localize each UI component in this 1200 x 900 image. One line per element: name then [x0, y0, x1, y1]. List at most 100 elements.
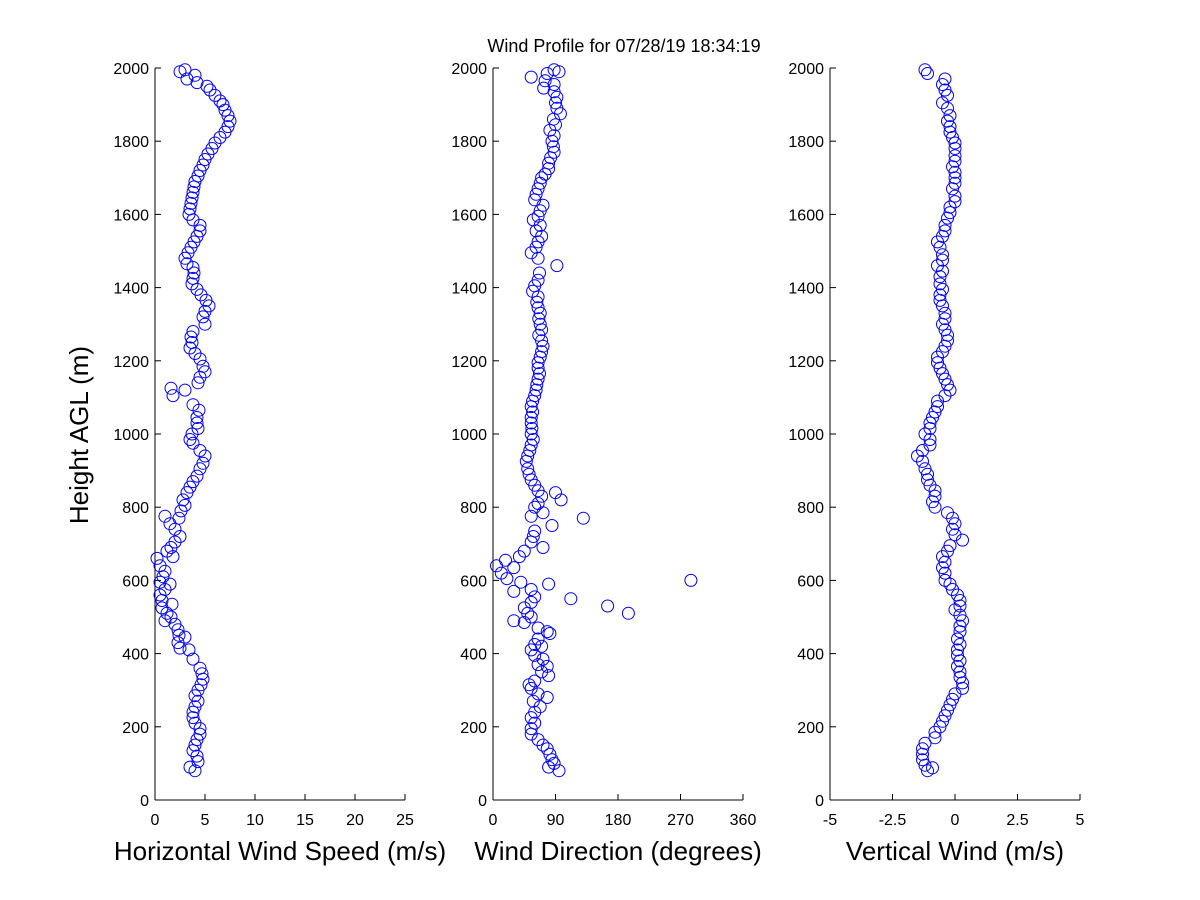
y-axis-label: Height AGL (m)	[64, 346, 94, 524]
y-tick-label: 600	[797, 573, 824, 590]
data-point	[536, 506, 550, 520]
y-tick-label: 1200	[451, 354, 487, 371]
data-point	[198, 317, 212, 331]
data-point	[576, 511, 590, 525]
data-point	[948, 176, 962, 190]
data-point	[172, 511, 186, 525]
data-point	[951, 632, 964, 646]
data-point	[941, 211, 954, 225]
y-tick-label: 400	[797, 647, 824, 664]
x-tick-label: 360	[730, 812, 757, 829]
data-point	[938, 573, 952, 587]
data-point	[526, 530, 540, 543]
data-point	[198, 449, 212, 463]
data-point	[936, 317, 949, 331]
data-point	[188, 175, 202, 188]
data-point	[180, 486, 194, 500]
data-point	[946, 511, 959, 525]
data-point	[540, 625, 554, 639]
data-point	[545, 134, 559, 148]
x-tick-label: 0	[489, 812, 498, 829]
data-point	[916, 742, 929, 756]
data-point	[184, 330, 198, 344]
data-point	[174, 504, 188, 518]
panel-1: 0 200 400 600 800 1000 1200 1400 1600 1800 2000 0 5 1…	[113, 61, 446, 866]
data-point	[535, 665, 549, 679]
data-point	[512, 550, 526, 564]
data-point	[550, 259, 564, 273]
data-point	[531, 251, 545, 265]
y-tick-label: 0	[478, 793, 487, 810]
data-point	[187, 180, 201, 194]
data-point	[916, 454, 929, 468]
data-point	[936, 299, 949, 313]
y-tick-label: 0	[815, 793, 824, 810]
data-point	[160, 606, 174, 620]
y-tick-label: 800	[122, 500, 149, 517]
data-point	[196, 310, 210, 324]
data-point	[535, 489, 549, 503]
data-point	[533, 306, 547, 320]
data-point	[221, 109, 235, 123]
data-point	[918, 758, 932, 772]
data-point	[524, 427, 538, 441]
data-point	[943, 120, 957, 134]
data-point	[185, 427, 199, 441]
data-point	[529, 187, 543, 201]
data-point	[193, 370, 207, 384]
y-tick-label: 0	[140, 793, 149, 810]
data-point	[186, 652, 200, 666]
data-point	[531, 658, 545, 672]
y-tick-label: 1000	[451, 427, 487, 444]
data-point	[158, 614, 172, 628]
data-point	[951, 648, 964, 662]
data-point	[531, 687, 545, 701]
data-point	[956, 676, 969, 690]
data-point	[938, 72, 952, 86]
data-point	[183, 433, 197, 446]
data-point	[186, 705, 200, 719]
data-point	[552, 764, 566, 778]
data-point	[941, 101, 954, 115]
data-point	[528, 648, 542, 662]
data-point	[553, 107, 567, 121]
y-tick-label: 1000	[113, 427, 149, 444]
data-point	[916, 753, 929, 767]
data-point	[158, 509, 172, 523]
data-point	[936, 248, 949, 262]
data-point	[531, 361, 545, 375]
data-point	[552, 65, 566, 79]
data-point	[948, 517, 962, 531]
data-point	[203, 83, 217, 97]
data-point	[931, 356, 944, 370]
x-tick-label: 20	[346, 812, 364, 829]
data-point	[946, 522, 959, 536]
data-point	[524, 416, 538, 430]
data-point	[542, 577, 556, 591]
data-point	[948, 189, 962, 203]
data-point	[188, 764, 202, 778]
y-tick-label: 200	[122, 720, 149, 737]
y-tick-label: 1200	[113, 354, 149, 371]
data-point	[531, 290, 545, 304]
y-tick-label: 1600	[788, 207, 824, 224]
data-point	[507, 614, 521, 628]
data-point	[923, 416, 937, 430]
data-point	[921, 467, 934, 481]
y-tick-label: 1400	[788, 281, 824, 298]
data-point	[198, 304, 212, 318]
data-point	[218, 125, 232, 139]
x-tick-label: 90	[547, 812, 565, 829]
data-point	[531, 497, 545, 510]
data-point	[507, 584, 521, 598]
data-point	[526, 394, 540, 408]
data-point	[938, 555, 952, 569]
data-point	[928, 500, 942, 514]
data-point	[499, 553, 512, 567]
data-point	[535, 334, 549, 348]
data-point	[601, 599, 615, 613]
data-point	[931, 394, 944, 408]
data-points	[150, 63, 237, 778]
data-point	[531, 209, 545, 223]
data-point	[948, 136, 962, 150]
